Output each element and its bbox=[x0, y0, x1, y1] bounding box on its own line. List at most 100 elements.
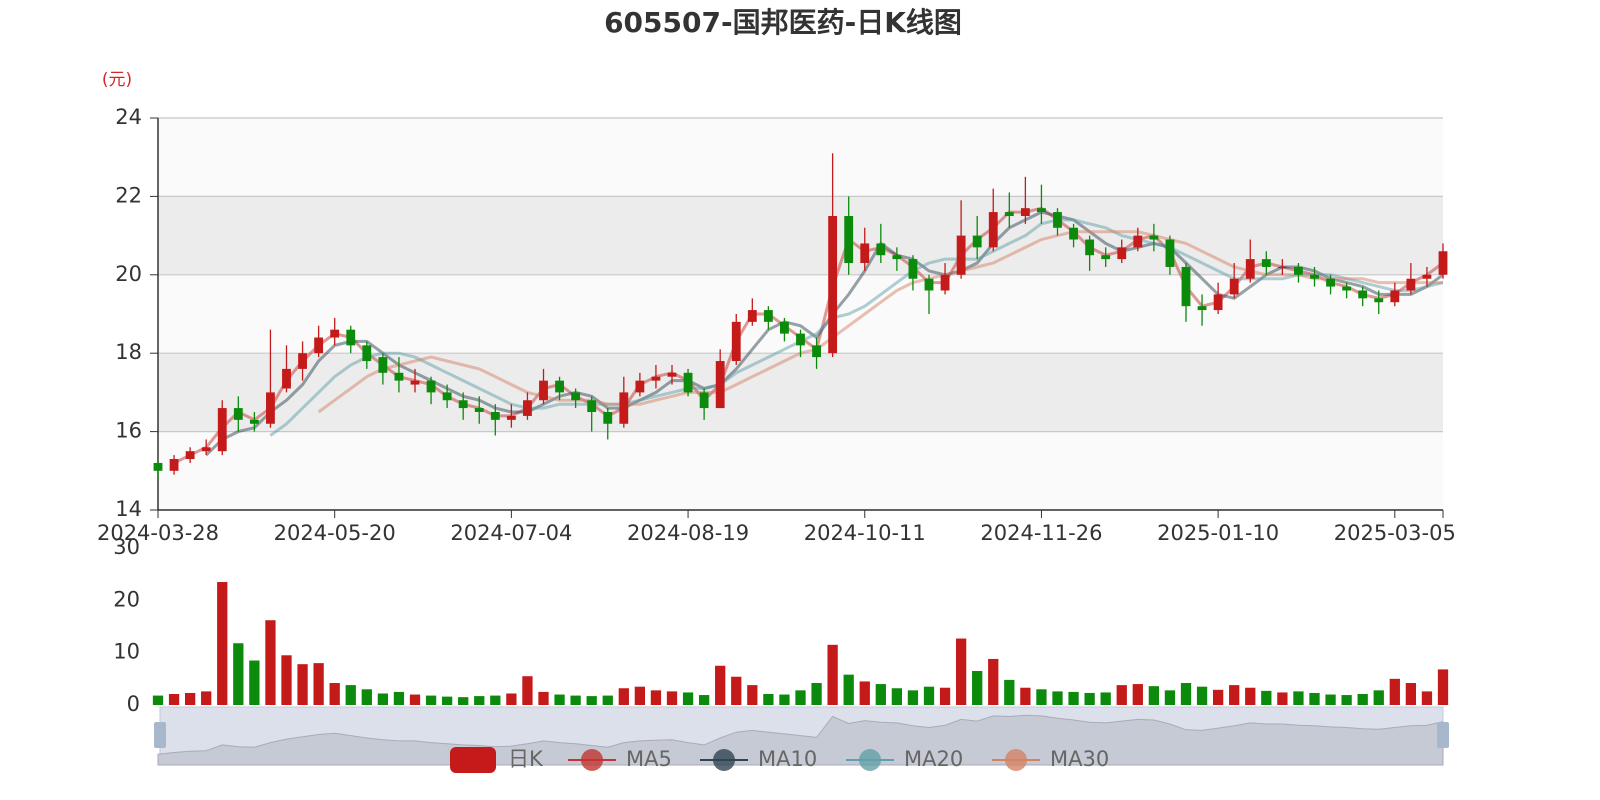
candle-body bbox=[1406, 278, 1416, 291]
candle-body bbox=[1326, 278, 1335, 287]
volume-bar bbox=[875, 684, 886, 705]
volume-bar bbox=[425, 695, 437, 705]
volume-bar bbox=[152, 695, 164, 705]
legend-label: MA5 bbox=[626, 747, 672, 771]
candle-body bbox=[892, 255, 902, 260]
y-tick-label: 14 bbox=[115, 497, 142, 521]
candle-body bbox=[940, 274, 950, 291]
candle-body bbox=[715, 361, 725, 409]
y-tick-label: 22 bbox=[115, 183, 142, 207]
volume-bar bbox=[843, 674, 854, 705]
x-tick-label: 2025-03-05 bbox=[1334, 521, 1456, 545]
volume-bar bbox=[201, 691, 212, 705]
candle-body bbox=[635, 380, 645, 393]
candle-body bbox=[908, 259, 918, 279]
x-tick-label: 2024-11-26 bbox=[980, 521, 1102, 545]
candle-body bbox=[282, 368, 291, 389]
candle-body bbox=[298, 353, 307, 369]
candle-body bbox=[731, 321, 741, 362]
volume-bar bbox=[1196, 686, 1208, 705]
candle-body bbox=[1245, 259, 1255, 279]
x-tick-label: 2024-08-19 bbox=[627, 521, 749, 545]
candle-body bbox=[1004, 212, 1014, 216]
candle-body bbox=[812, 345, 821, 358]
volume-bar bbox=[1052, 691, 1063, 705]
candle-body bbox=[185, 451, 195, 460]
slider-handle bbox=[154, 722, 166, 748]
candle-body bbox=[1294, 266, 1303, 275]
volume-tick-label: 0 bbox=[127, 692, 140, 716]
volume-bar bbox=[682, 692, 694, 705]
volume-bar bbox=[538, 691, 549, 705]
candle-body bbox=[1149, 235, 1159, 240]
y-tick-label: 16 bbox=[115, 419, 142, 443]
volume-bar bbox=[1116, 685, 1127, 705]
candle-body bbox=[314, 337, 324, 354]
candle-body bbox=[1181, 266, 1191, 307]
volume-bar bbox=[1084, 692, 1095, 705]
candle-body bbox=[1165, 239, 1175, 267]
volume-bar bbox=[1341, 695, 1352, 705]
volume-bar bbox=[618, 688, 629, 705]
volume-tick-label: 20 bbox=[113, 587, 140, 611]
candle-body bbox=[844, 216, 854, 264]
candle-body bbox=[956, 235, 966, 275]
volume-bar bbox=[666, 691, 678, 705]
legend-label: MA20 bbox=[904, 747, 963, 771]
volume-bar bbox=[827, 644, 838, 705]
candle-body bbox=[667, 372, 677, 377]
volume-bar bbox=[891, 688, 903, 705]
candle-body bbox=[683, 372, 693, 393]
volume-bar bbox=[313, 663, 324, 705]
candle-body bbox=[796, 333, 805, 346]
volume-bar bbox=[1293, 691, 1304, 705]
candle-body bbox=[523, 400, 532, 416]
volume-bar bbox=[554, 694, 565, 705]
volume-bar bbox=[1277, 692, 1288, 705]
slider-handle bbox=[1437, 722, 1449, 748]
candle-body bbox=[603, 412, 613, 424]
volume-bar bbox=[763, 694, 774, 705]
volume-bar bbox=[939, 687, 951, 705]
candle-body bbox=[169, 459, 179, 471]
volume-bar bbox=[1164, 690, 1176, 705]
grid-band bbox=[158, 196, 1443, 275]
volume-bar bbox=[1004, 679, 1015, 705]
candle-body bbox=[362, 345, 372, 362]
volume-bar bbox=[972, 670, 983, 705]
candle-body bbox=[1053, 212, 1062, 228]
x-tick-label: 2024-05-20 bbox=[274, 521, 396, 545]
candle-body bbox=[1037, 208, 1046, 213]
candle-body bbox=[763, 310, 773, 322]
volume-bar bbox=[795, 690, 806, 705]
candle-body bbox=[1261, 259, 1271, 267]
candle-body bbox=[1310, 274, 1319, 279]
volume-bar bbox=[281, 655, 292, 705]
volume-bar bbox=[522, 676, 533, 705]
legend-label: MA30 bbox=[1050, 747, 1109, 771]
volume-bar bbox=[650, 690, 662, 705]
y-tick-label: 24 bbox=[115, 105, 142, 129]
candle-body bbox=[474, 408, 484, 412]
candle-body bbox=[555, 380, 564, 393]
candle-body bbox=[394, 372, 404, 381]
candle-body bbox=[1020, 208, 1030, 216]
volume-bar bbox=[345, 685, 356, 705]
volume-bar bbox=[297, 664, 308, 705]
candle-body bbox=[201, 447, 211, 452]
candle-body bbox=[988, 212, 998, 248]
volume-bar bbox=[1212, 689, 1224, 705]
legend-label: 日K bbox=[508, 747, 544, 771]
volume-tick-label: 10 bbox=[113, 640, 140, 664]
x-tick-label: 2025-01-10 bbox=[1157, 521, 1279, 545]
legend-icon bbox=[450, 747, 496, 773]
volume-bar bbox=[506, 693, 517, 705]
volume-bar bbox=[1261, 690, 1272, 705]
candle-body bbox=[1374, 298, 1384, 303]
candle-body bbox=[1342, 286, 1352, 291]
candle-body bbox=[378, 357, 388, 373]
candle-body bbox=[490, 412, 500, 420]
volume-bar bbox=[779, 694, 790, 705]
volume-bar bbox=[1229, 685, 1240, 705]
volume-bar bbox=[988, 658, 999, 705]
